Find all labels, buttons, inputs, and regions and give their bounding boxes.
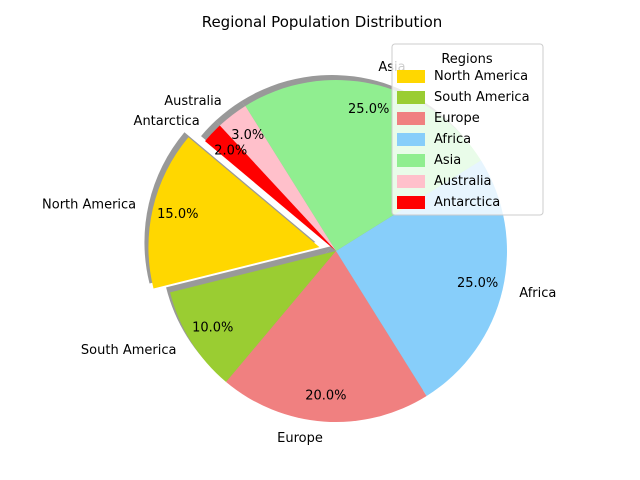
percent-label-europe: 20.0% (305, 388, 346, 403)
legend-label-antarctica: Antarctica (434, 195, 500, 210)
category-label-africa: Africa (519, 286, 556, 301)
legend-swatch-africa (397, 133, 425, 146)
legend-swatch-antarctica (397, 196, 425, 209)
percent-labels: 15.0% 10.0% 20.0% 25.0% 25.0% 3.0%2.0% (157, 102, 498, 404)
legend-label-africa: Africa (434, 132, 471, 147)
legend-title: Regions (441, 52, 493, 67)
percent-label-australia: 3.0% (231, 128, 264, 143)
legend-swatch-south-america (397, 91, 425, 104)
category-label-europe: Europe (277, 431, 323, 446)
percent-label-asia: 25.0% (348, 102, 389, 117)
slice-africa (336, 160, 508, 397)
percent-label-antarctica: 2.0% (214, 143, 247, 158)
slice-australia (219, 105, 336, 252)
legend-swatch-asia (397, 154, 425, 167)
slice-europe (226, 251, 427, 422)
category-label-south-america: South America (81, 343, 177, 358)
slice-antarctica (205, 125, 336, 251)
legend-items: North America South America Europe Africa As… (397, 69, 530, 210)
slice-south-america (170, 251, 336, 382)
legend-swatch-australia (397, 175, 425, 188)
percent-label-north-america: 15.0% (157, 207, 198, 222)
category-label-australia: Australia (164, 94, 222, 109)
legend-swatch-europe (397, 112, 425, 125)
legend-label-europe: Europe (434, 111, 480, 126)
percent-label-africa: 25.0% (457, 276, 498, 291)
category-labels: North America South America Europe Africa As… (42, 60, 556, 446)
legend-box (391, 43, 544, 216)
legend-label-asia: Asia (434, 153, 461, 168)
legend-label-australia: Australia (434, 174, 492, 189)
legend-label-north-america: North America (434, 69, 528, 84)
chart-title: Regional Population Distribution (202, 13, 443, 31)
category-label-antarctica: Antarctica (134, 114, 200, 129)
legend-swatch-north-america (397, 70, 425, 83)
percent-label-south-america: 10.0% (192, 321, 233, 336)
legend: Regions North America South America Europe… (391, 43, 544, 216)
category-label-north-america: North America (42, 197, 136, 212)
legend-label-south-america: South America (434, 90, 530, 105)
slice-north-america (148, 137, 320, 289)
